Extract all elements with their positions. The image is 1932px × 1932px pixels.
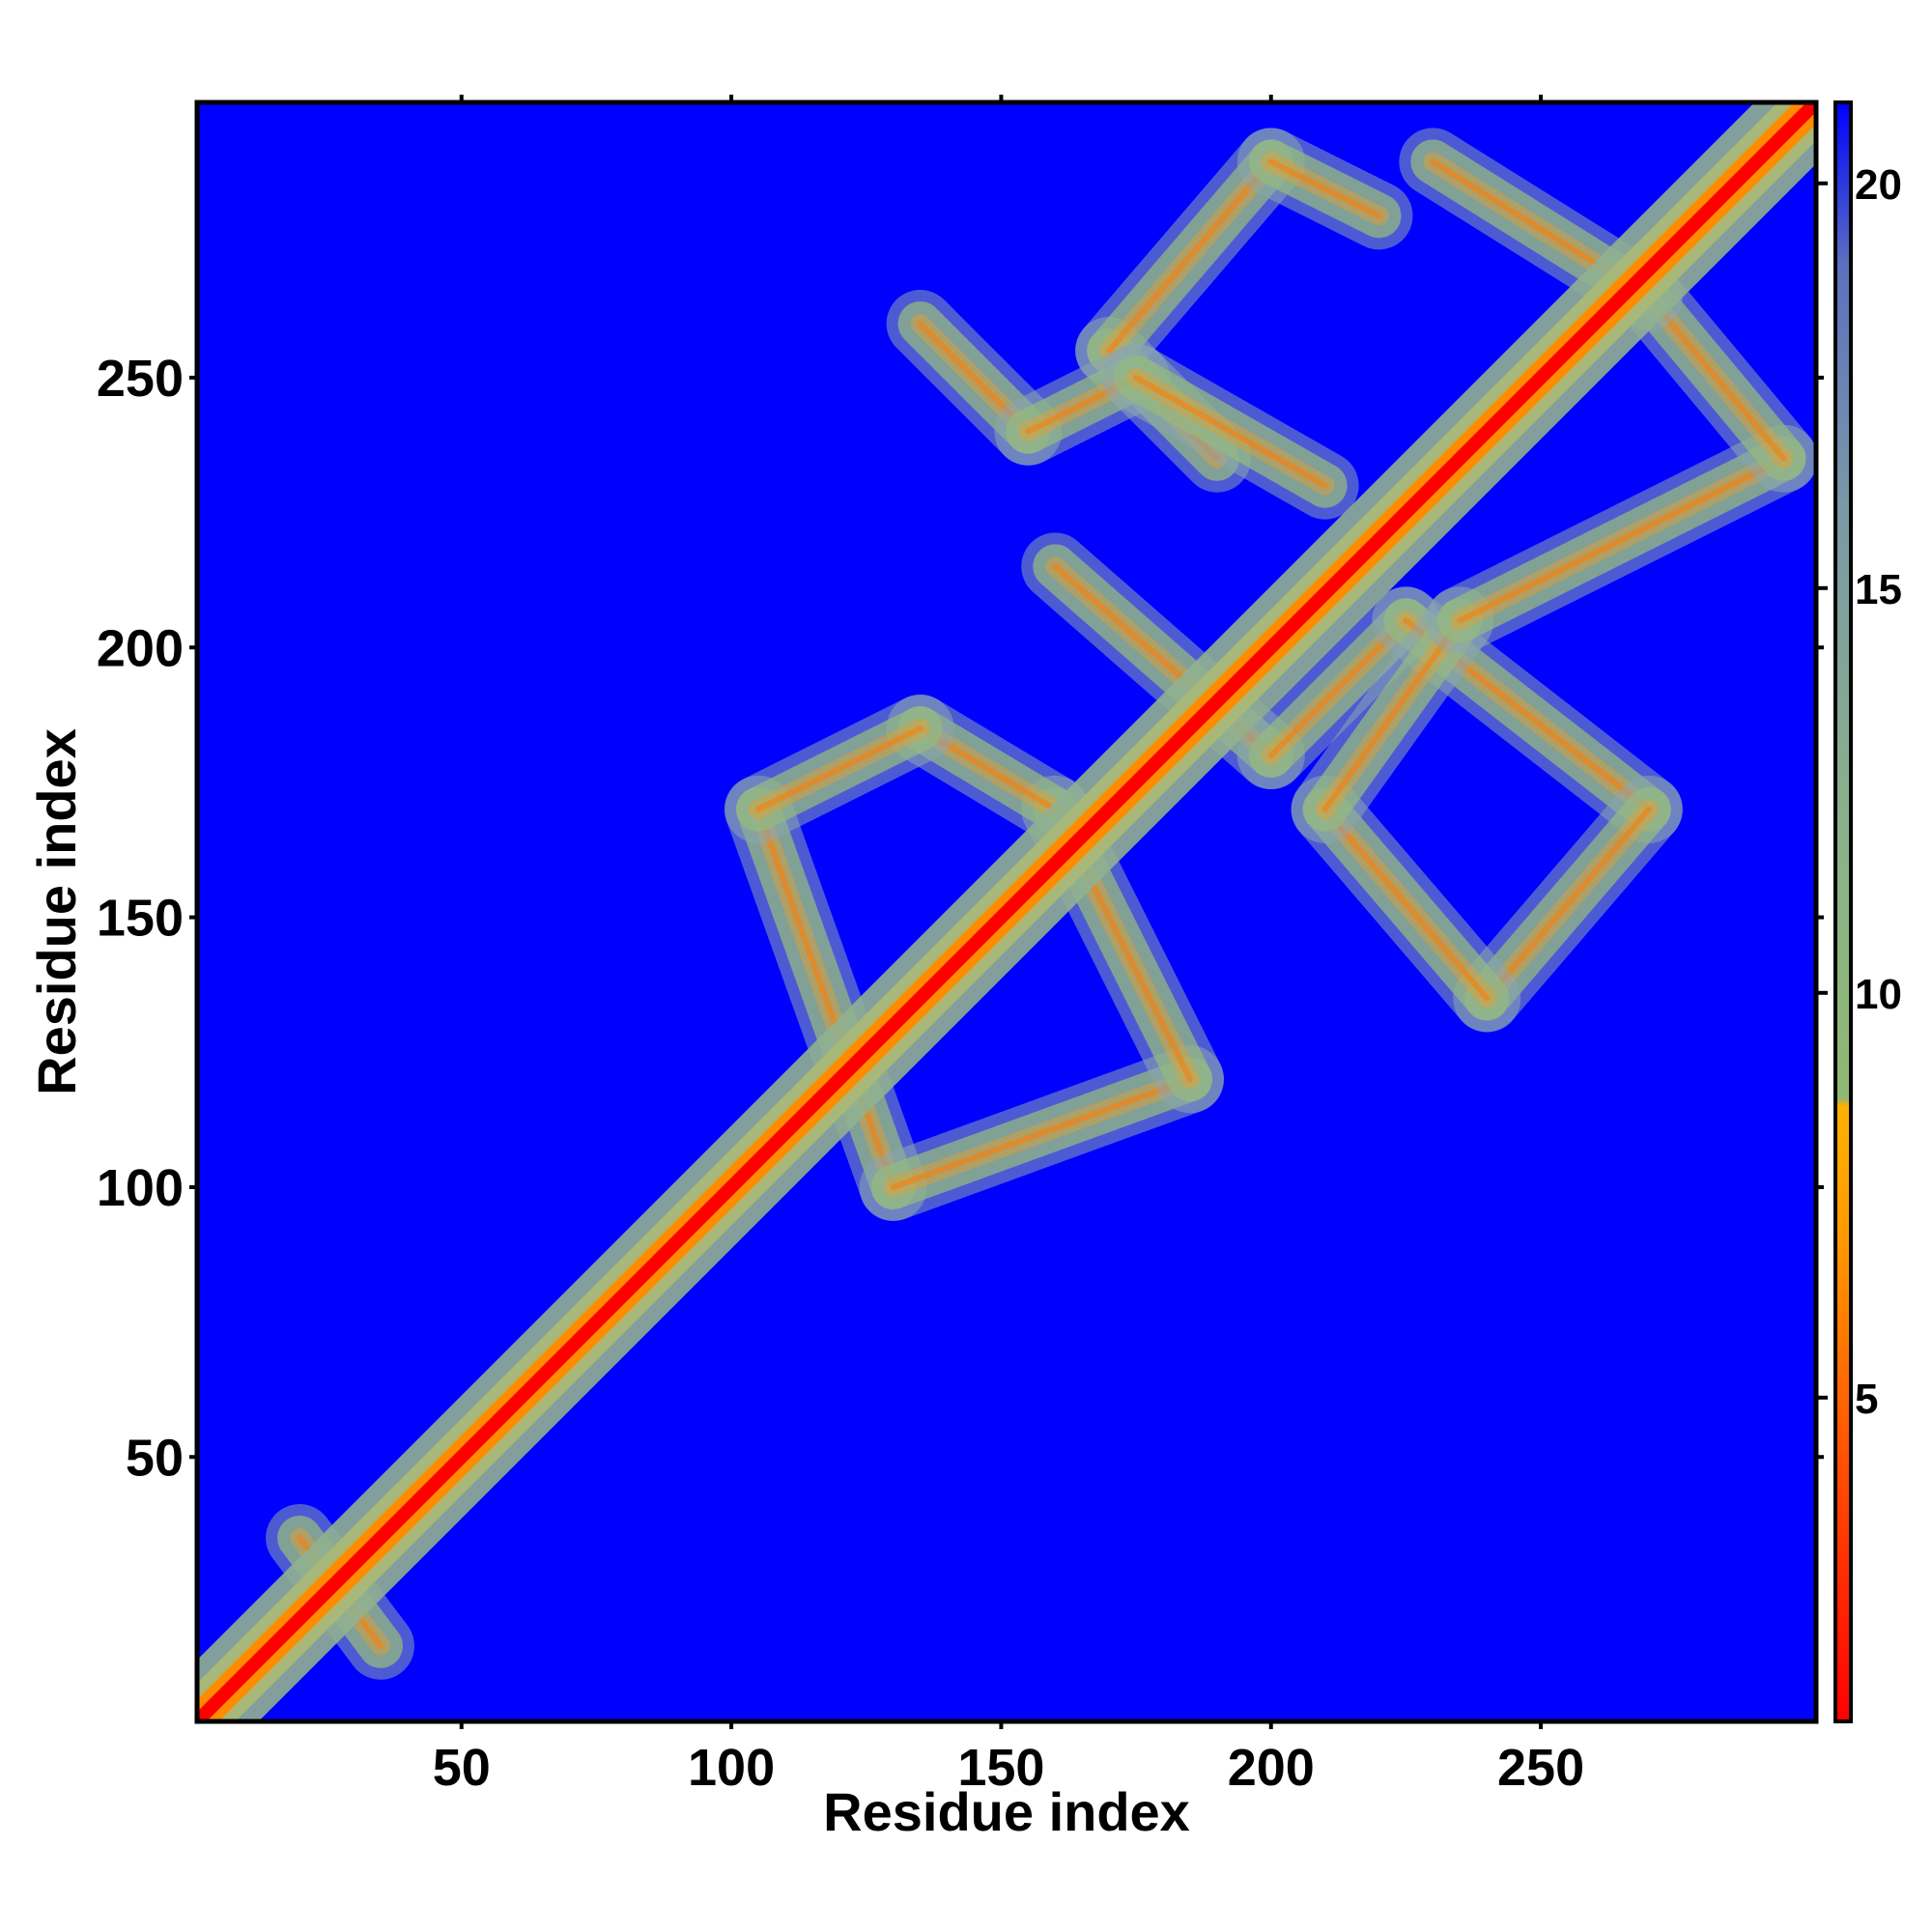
contact-band-4-layer-3	[755, 725, 923, 812]
plot-frame	[194, 99, 1819, 1724]
y-axis-label: Residue index	[26, 728, 87, 1095]
colorbar-tick-label: 15	[1855, 566, 1902, 613]
x-tick-label: 50	[433, 1739, 491, 1797]
y-axis-ticks: 50 100 150 200 250	[97, 350, 1824, 1487]
y-tick-label: 250	[97, 350, 184, 408]
colorbar-tick-label: 10	[1855, 971, 1902, 1018]
colorbar-tick-label: 5	[1855, 1376, 1878, 1423]
contact-band-9-layer-3	[1321, 806, 1491, 1002]
diagonal-band	[197, 102, 1816, 1721]
x-tick-label: 150	[957, 1739, 1044, 1797]
y-tick-label: 50	[126, 1429, 184, 1487]
y-tick-label: 150	[97, 890, 184, 948]
contact-band-10-layer-3	[1321, 617, 1463, 812]
x-axis-label: Residue index	[823, 1781, 1190, 1842]
contact-band-12-layer-3	[1645, 294, 1787, 462]
contact-band-19-layer-3	[1133, 374, 1328, 489]
colorbar	[1833, 100, 1853, 1723]
y-tick-label: 100	[97, 1159, 184, 1217]
x-tick-label: 200	[1228, 1739, 1315, 1797]
y-tick-label: 200	[97, 619, 184, 677]
heatmap-plot-area	[197, 102, 1816, 1721]
contact-band-8-layer-3	[1484, 806, 1652, 1002]
contact-band-15-layer-3	[1106, 158, 1274, 354]
diagonal-layer-3	[197, 102, 1816, 1721]
colorbar-ticks: 5 10 15 20	[1818, 161, 1902, 1423]
x-tick-label: 250	[1497, 1739, 1584, 1797]
x-axis-ticks: 50 100 150 200 250	[433, 95, 1584, 1797]
x-tick-label: 100	[688, 1739, 775, 1797]
contact-band-16-layer-3	[1267, 158, 1382, 219]
contact-band-11-layer-3	[1457, 455, 1787, 624]
contact-band-0-layer-3	[755, 806, 896, 1190]
contact-band-1-layer-3	[890, 1076, 1193, 1190]
colorbar-tick-label: 20	[1855, 161, 1902, 209]
